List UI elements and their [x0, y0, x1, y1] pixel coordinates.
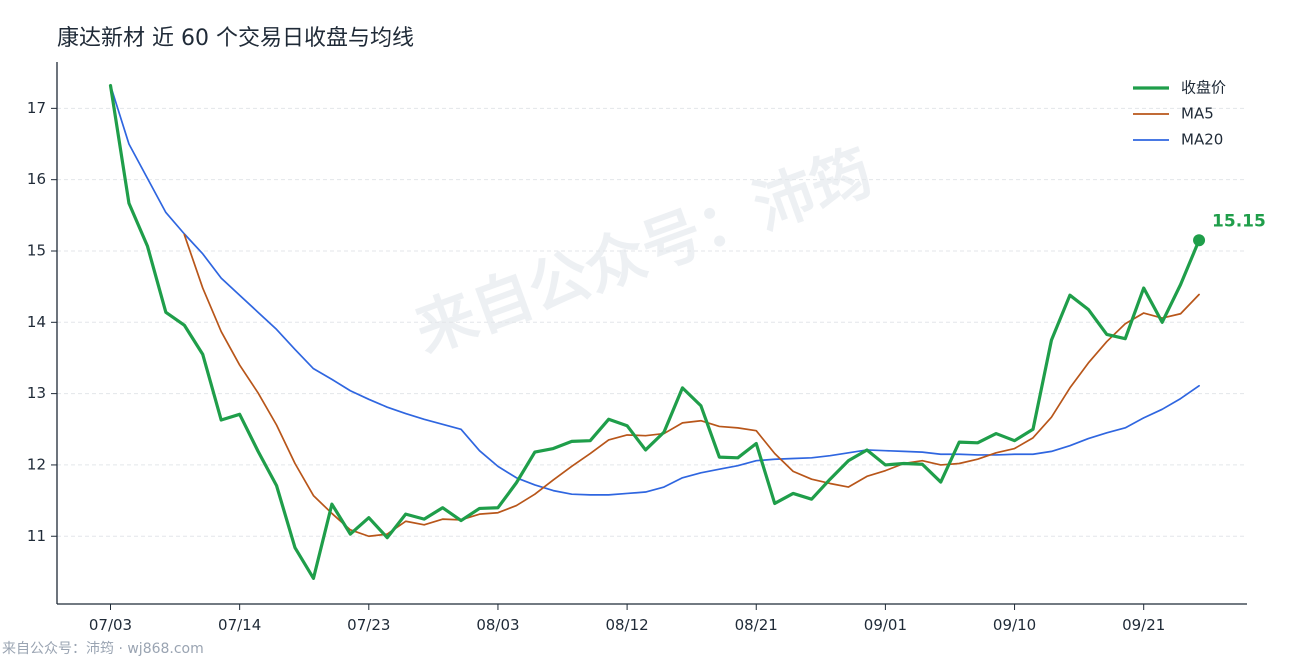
y-tick-label: 17 [27, 99, 46, 117]
x-tick-label: 07/23 [347, 616, 390, 634]
x-tick-label: 08/12 [605, 616, 648, 634]
x-tick-label: 09/10 [993, 616, 1036, 634]
y-tick-label: 15 [27, 241, 46, 259]
y-tick-label: 13 [27, 384, 46, 402]
y-tick-label: 11 [27, 527, 46, 545]
y-tick-label: 12 [27, 455, 46, 473]
watermark-text: 来自公众号：沛筠 [406, 137, 881, 367]
series-line-ma20 [109, 84, 1200, 496]
x-tick-label: 07/03 [89, 616, 132, 634]
series-lines: 15.15 [108, 83, 1266, 580]
last-value-marker [1193, 234, 1206, 247]
x-tick-label: 08/03 [476, 616, 519, 634]
x-tick-label: 08/21 [735, 616, 778, 634]
footer-credit: 来自公众号：沛筠 · wj868.com [2, 641, 204, 657]
x-tick-label: 09/01 [864, 616, 907, 634]
legend-label: 收盘价 [1181, 79, 1226, 97]
last-value-label: 15.15 [1212, 211, 1266, 231]
x-tick-label: 09/21 [1122, 616, 1165, 634]
watermark: 来自公众号：沛筠 [406, 137, 881, 367]
legend: 收盘价 MA5 MA20 [1133, 79, 1226, 149]
y-tick-label: 16 [27, 170, 46, 188]
x-tick-label: 07/14 [218, 616, 261, 634]
series-line-ma5 [183, 233, 1200, 538]
series-line-close [108, 83, 1201, 580]
legend-label: MA20 [1181, 131, 1223, 149]
chart-title: 康达新材 近 60 个交易日收盘与均线 [57, 26, 414, 51]
axes: 11 12 13 14 15 16 17 07/03 07/14 07/23 08/03 08/12 0… [27, 62, 1247, 634]
legend-label: MA5 [1181, 105, 1214, 123]
grid-lines [57, 107, 1247, 537]
y-tick-label: 14 [27, 313, 46, 331]
